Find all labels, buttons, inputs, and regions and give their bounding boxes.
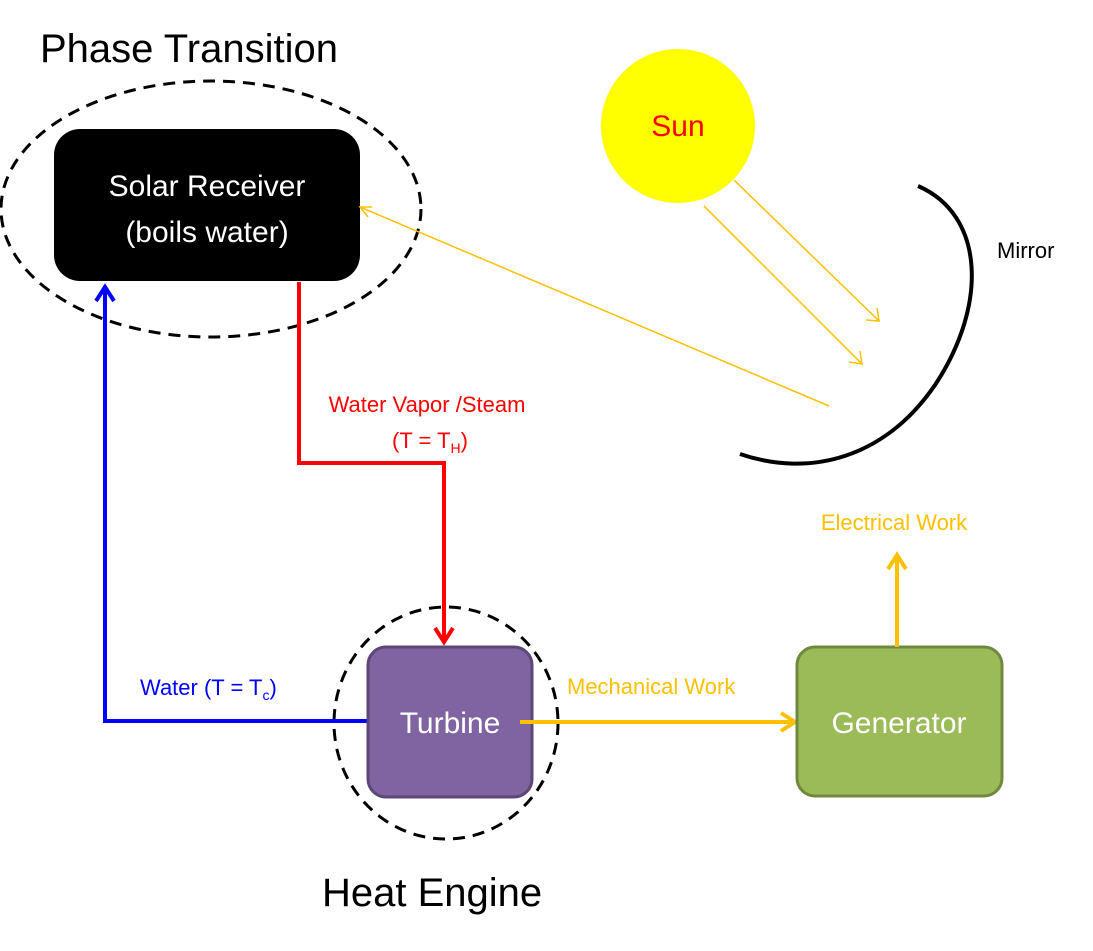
solar-receiver-label-line1: Solar Receiver bbox=[109, 170, 306, 203]
mirror-label: Mirror bbox=[997, 238, 1054, 263]
sun-rays bbox=[358, 179, 880, 407]
water-arrowhead bbox=[94, 283, 116, 303]
steam-label-line1: Water Vapor /Steam bbox=[329, 392, 526, 417]
electrical-work-label: Electrical Work bbox=[821, 510, 968, 535]
phase-transition-title: Phase Transition bbox=[40, 27, 338, 71]
heat-engine-title: Heat Engine bbox=[322, 871, 542, 915]
generator-label: Generator bbox=[831, 707, 966, 740]
steam-arrowhead bbox=[433, 626, 455, 646]
sun-label: Sun bbox=[651, 110, 704, 143]
electrical-work-arrowhead bbox=[886, 551, 908, 571]
steam-temp-suffix: ) bbox=[461, 428, 468, 453]
steam-temp-prefix: (T = T bbox=[392, 428, 450, 453]
phase-transition-boundary bbox=[0, 79, 423, 339]
sun-circle bbox=[601, 49, 755, 203]
water-flow-line bbox=[103, 290, 368, 723]
mechanical-work-label: Mechanical Work bbox=[567, 674, 736, 699]
steam-temp-sub: H bbox=[451, 440, 461, 456]
solar-receiver-label-line2: (boils water) bbox=[125, 216, 288, 249]
solar-receiver-box bbox=[54, 129, 360, 281]
mirror-arc bbox=[739, 184, 974, 466]
mechanical-work-arrowhead bbox=[779, 711, 799, 733]
generator-box bbox=[795, 645, 1004, 798]
water-label: Water (T = Tc) bbox=[140, 675, 277, 703]
water-label-suffix: ) bbox=[269, 675, 276, 700]
steam-flow-line bbox=[297, 282, 446, 640]
water-label-sub: c bbox=[262, 687, 269, 703]
steam-label-temp: (T = TH) bbox=[392, 428, 468, 456]
water-label-prefix: Water (T = T bbox=[140, 675, 262, 700]
turbine-label: Turbine bbox=[400, 707, 501, 740]
